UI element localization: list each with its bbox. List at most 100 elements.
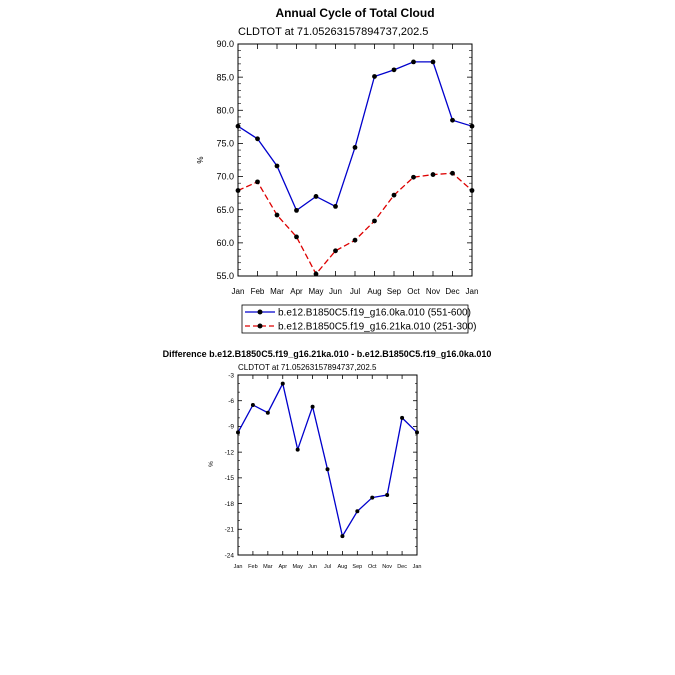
series-point (450, 117, 455, 123)
x-tick-label: Sep (352, 564, 362, 570)
cloud-chart-x-axis: Jan Feb Mar Apr May Jun Jul Aug Sep Oct Nov Dec Jan (232, 44, 479, 296)
x-tick-label: Jan (234, 564, 243, 570)
series-point (333, 204, 338, 209)
y-tick-label: -18 (225, 501, 235, 508)
y-tick-label: 65.0 (216, 205, 234, 215)
x-tick-label: Jul (324, 564, 331, 570)
x-tick-label: May (308, 287, 323, 296)
series-point (450, 170, 455, 176)
difference-chart-subtitle: CLDTOT at 71.05263157894737,202.5 (238, 363, 377, 372)
series-point (340, 534, 345, 539)
y-tick-label: 70.0 (216, 172, 234, 182)
series-point (391, 67, 397, 73)
y-tick-label: 80.0 (216, 105, 234, 115)
cloud-chart-title: Annual Cycle of Total Cloud (275, 6, 434, 20)
x-tick-label: Mar (263, 564, 273, 570)
x-tick-label: Jan (413, 564, 422, 570)
y-tick-label: 75.0 (216, 139, 234, 149)
y-tick-label: 85.0 (216, 72, 234, 82)
x-tick-label: Oct (368, 564, 377, 570)
difference-chart-y-axis: -24 -21 -18 -15 -12 -9 -6 -3 (225, 372, 417, 559)
legend-label-0ka: b.e12.B1850C5.f19_g16.0ka.010 (551-600) (278, 308, 471, 319)
cloud-chart-legend: b.e12.B1850C5.f19_g16.0ka.010 (551-600) … (241, 304, 477, 334)
y-tick-label: 60.0 (216, 238, 234, 248)
series-point (352, 145, 358, 150)
series-point (295, 447, 300, 452)
cloud-chart-ylabel: % (196, 156, 205, 163)
x-tick-label: Feb (248, 564, 257, 570)
series-point (294, 234, 299, 240)
y-tick-label: 55.0 (216, 271, 234, 281)
x-tick-label: Apr (278, 564, 287, 570)
x-tick-label: Aug (338, 564, 348, 570)
x-tick-label: Apr (290, 287, 303, 296)
legend-label-21ka: b.e12.B1850C5.f19_g16.21ka.010 (251-300) (278, 322, 477, 333)
x-tick-label: Jan (466, 287, 479, 296)
x-tick-label: Jan (232, 287, 245, 296)
series-point (235, 123, 241, 129)
series-point (274, 212, 280, 218)
x-tick-label: Mar (270, 287, 284, 296)
series-point (372, 74, 377, 79)
x-tick-label: Dec (397, 564, 407, 570)
series-point (265, 410, 270, 415)
x-tick-label: May (292, 564, 303, 570)
x-tick-label: Oct (407, 287, 420, 296)
x-tick-label: Nov (382, 564, 392, 570)
series-point (313, 194, 319, 199)
series-point (280, 381, 285, 386)
series-point (391, 192, 397, 198)
series-point (250, 403, 255, 407)
series-point (333, 248, 338, 254)
y-tick-label: -9 (228, 424, 234, 431)
series-line-0 (237, 61, 473, 212)
series-point (430, 172, 436, 177)
cloud-difference-chart: Difference b.e12.B1850C5.f19_g16.21ka.01… (163, 349, 492, 570)
difference-chart-plot-frame (237, 374, 418, 556)
x-tick-label: Jun (329, 287, 342, 296)
series-point (411, 59, 416, 65)
cloud-chart-y-axis: 55.0 60.0 65.0 70.0 75.0 80.0 85.0 90.0 (216, 39, 472, 281)
x-tick-label: Jul (350, 287, 360, 296)
x-tick-label: Nov (426, 287, 440, 296)
cloud-chart-series (235, 59, 475, 277)
series-point (325, 467, 330, 472)
difference-chart-ylabel: % (208, 461, 215, 467)
difference-chart-series (236, 381, 419, 539)
series-point (310, 404, 315, 409)
cloud-chart-subtitle: CLDTOT at 71.05263157894737,202.5 (238, 26, 428, 38)
series-point (411, 174, 416, 180)
series-point (372, 218, 377, 224)
y-tick-label: 90.0 (216, 39, 234, 49)
difference-chart-x-axis: Jan Feb Mar Apr May Jun Jul Aug Sep Oct Nov Dec Jan (234, 375, 422, 570)
y-tick-label: -15 (225, 475, 235, 482)
y-tick-label: -24 (225, 552, 235, 559)
series-point (236, 430, 240, 435)
series-point (274, 163, 280, 169)
y-tick-label: -3 (228, 372, 234, 379)
x-tick-label: Feb (251, 287, 265, 296)
series-point (469, 188, 475, 193)
legend-marker-0ka (257, 309, 263, 315)
y-tick-label: -21 (225, 527, 235, 534)
x-tick-label: Sep (387, 287, 402, 296)
series-point (235, 188, 241, 193)
x-tick-label: Jun (308, 564, 317, 570)
series-point (352, 237, 358, 243)
series-point (469, 123, 475, 129)
x-tick-label: Dec (445, 287, 459, 296)
series-point (370, 495, 375, 500)
legend-box (241, 304, 469, 334)
series-line-0 (237, 381, 418, 538)
series-point (294, 207, 299, 213)
legend-marker-21ka (257, 323, 263, 329)
y-tick-label: -6 (228, 398, 234, 405)
x-tick-label: Aug (367, 287, 381, 296)
difference-chart-title: Difference b.e12.B1850C5.f19_g16.21ka.01… (163, 349, 492, 359)
series-point (415, 430, 419, 435)
series-point (313, 271, 319, 277)
series-point (255, 136, 260, 142)
series-line-1 (237, 172, 473, 276)
series-point (255, 179, 260, 185)
